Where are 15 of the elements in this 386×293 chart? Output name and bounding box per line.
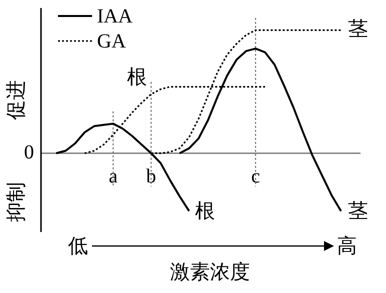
x-axis-title: 激素浓度 [170, 261, 250, 284]
text: 0 [24, 141, 34, 164]
x-tick-label: b [146, 165, 156, 188]
annotation: 根 [195, 200, 215, 222]
text: 高 [337, 234, 357, 258]
text: 低 [68, 235, 88, 258]
text: 抑制 [5, 182, 28, 222]
x-tick-label: a [108, 165, 118, 188]
x-tick-label: c [251, 165, 260, 188]
legend-label: IAA [97, 5, 134, 28]
annotation: 茎 [348, 18, 368, 40]
annotation: 茎 [348, 200, 368, 222]
legend-label: GA [97, 30, 126, 52]
text: 促进 [5, 80, 28, 120]
annotation: 根 [127, 66, 147, 88]
